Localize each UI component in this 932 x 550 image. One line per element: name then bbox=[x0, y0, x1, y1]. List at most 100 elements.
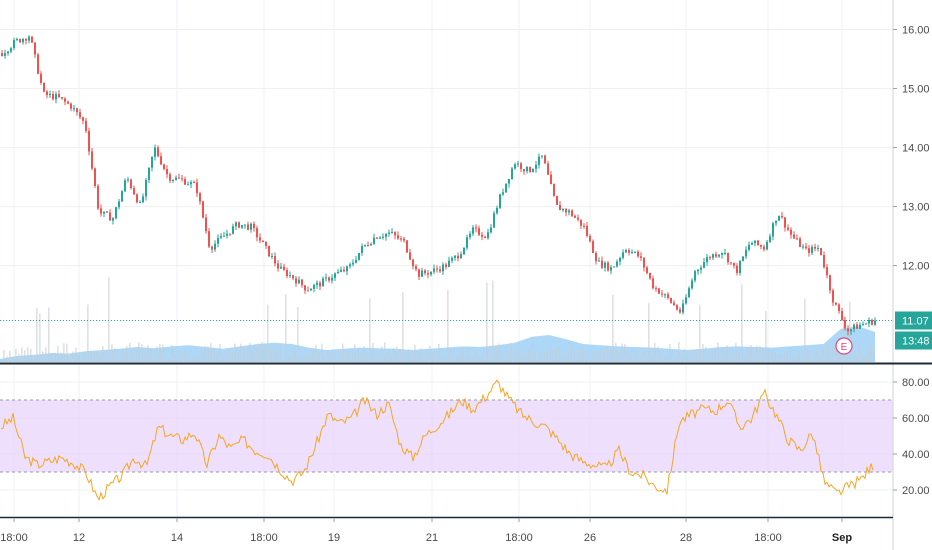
volume-bar bbox=[786, 352, 788, 362]
candle-body bbox=[535, 164, 537, 169]
volume-bar bbox=[486, 282, 488, 362]
volume-bar bbox=[588, 356, 590, 362]
volume-bar bbox=[600, 350, 602, 362]
volume-bar bbox=[870, 345, 872, 362]
volume-bar bbox=[750, 344, 752, 362]
volume-bar bbox=[639, 356, 641, 362]
candle-body bbox=[211, 246, 213, 250]
volume-bar bbox=[39, 313, 41, 362]
candle-body bbox=[514, 164, 516, 169]
volume-bar bbox=[834, 345, 836, 362]
volume-bar bbox=[465, 354, 467, 362]
candle-body bbox=[622, 252, 624, 258]
candle-body bbox=[433, 268, 435, 272]
candle-body bbox=[154, 147, 156, 157]
volume-bar bbox=[723, 347, 725, 362]
volume-bar bbox=[252, 351, 254, 362]
candle-body bbox=[298, 279, 300, 284]
volume-bar bbox=[246, 347, 248, 362]
candle-body bbox=[826, 267, 828, 276]
volume-bar bbox=[90, 350, 92, 362]
candle-body bbox=[550, 174, 552, 185]
volume-bar bbox=[45, 347, 47, 362]
volume-bar bbox=[360, 352, 362, 362]
candle-body bbox=[583, 225, 585, 227]
candle-body bbox=[304, 285, 306, 291]
candle-body bbox=[76, 108, 78, 113]
volume-bar bbox=[669, 344, 671, 362]
candle-body bbox=[205, 217, 207, 232]
candle-body bbox=[88, 130, 90, 152]
volume-bar bbox=[708, 355, 710, 362]
volume-bar bbox=[312, 348, 314, 362]
candle-body bbox=[373, 237, 375, 244]
candle-body bbox=[592, 241, 594, 253]
volume-bar bbox=[555, 347, 557, 362]
candle-body bbox=[91, 151, 93, 169]
volume-bar bbox=[609, 346, 611, 362]
candle-body bbox=[526, 166, 528, 172]
candle-body bbox=[823, 255, 825, 268]
earnings-marker: E bbox=[835, 337, 853, 355]
volume-bar bbox=[702, 343, 704, 362]
candle-body bbox=[847, 328, 849, 332]
candle-body bbox=[439, 269, 441, 272]
volume-bar bbox=[375, 351, 377, 362]
candle-body bbox=[463, 247, 465, 255]
volume-bar bbox=[531, 342, 533, 362]
price-tick-label: 16.00 bbox=[902, 25, 930, 37]
volume-bar bbox=[51, 354, 53, 362]
volume-bar bbox=[711, 349, 713, 362]
volume-bar bbox=[525, 353, 527, 362]
volume-bar bbox=[255, 346, 257, 362]
candle-body bbox=[187, 184, 189, 186]
volume-bar bbox=[627, 351, 629, 362]
candle-body bbox=[289, 275, 291, 277]
rsi-series-line bbox=[0, 379, 874, 501]
candle-body bbox=[310, 288, 312, 291]
candle-body bbox=[247, 224, 249, 230]
volume-bar bbox=[678, 342, 680, 362]
candle-body bbox=[379, 237, 381, 239]
candle-body bbox=[46, 91, 48, 96]
candle-body bbox=[562, 208, 564, 211]
candle-body bbox=[124, 180, 126, 192]
volume-bar bbox=[288, 355, 290, 362]
candle-body bbox=[640, 256, 642, 258]
candle-body bbox=[445, 264, 447, 267]
price-tick-label: 14.00 bbox=[902, 143, 930, 155]
rsi-axis: 80.00 60.00 40.00 20.00 bbox=[893, 377, 930, 497]
volume-bar bbox=[132, 352, 134, 362]
volume-bar bbox=[123, 351, 125, 362]
volume-bar bbox=[240, 343, 242, 362]
candle-body bbox=[4, 53, 6, 56]
candle-body bbox=[718, 254, 720, 257]
candle-body bbox=[337, 271, 339, 274]
volume-bar bbox=[801, 356, 803, 362]
volume-bar bbox=[21, 347, 23, 362]
volume-bar bbox=[498, 343, 500, 362]
candle-body bbox=[595, 252, 597, 262]
volume-bar bbox=[507, 352, 509, 362]
candle-body bbox=[679, 309, 681, 313]
volume-bar bbox=[372, 342, 374, 362]
volume-bar bbox=[855, 353, 857, 362]
volume-bar bbox=[717, 342, 719, 362]
candle-body bbox=[157, 147, 159, 157]
candle-body bbox=[448, 260, 450, 267]
volume-bar bbox=[615, 343, 617, 362]
volume-bar bbox=[387, 352, 389, 362]
volume-bar bbox=[66, 343, 68, 362]
candle-body bbox=[766, 241, 768, 250]
time-tick-label: 18:00 bbox=[754, 532, 782, 544]
rsi-tick-label: 80.00 bbox=[902, 377, 930, 389]
volume-bar bbox=[699, 304, 701, 362]
volume-bar bbox=[765, 310, 767, 362]
candle-body bbox=[10, 48, 12, 52]
candle-body bbox=[532, 168, 534, 172]
candle-body bbox=[691, 280, 693, 289]
volume-bar bbox=[681, 357, 683, 362]
price-candles bbox=[1, 35, 876, 336]
